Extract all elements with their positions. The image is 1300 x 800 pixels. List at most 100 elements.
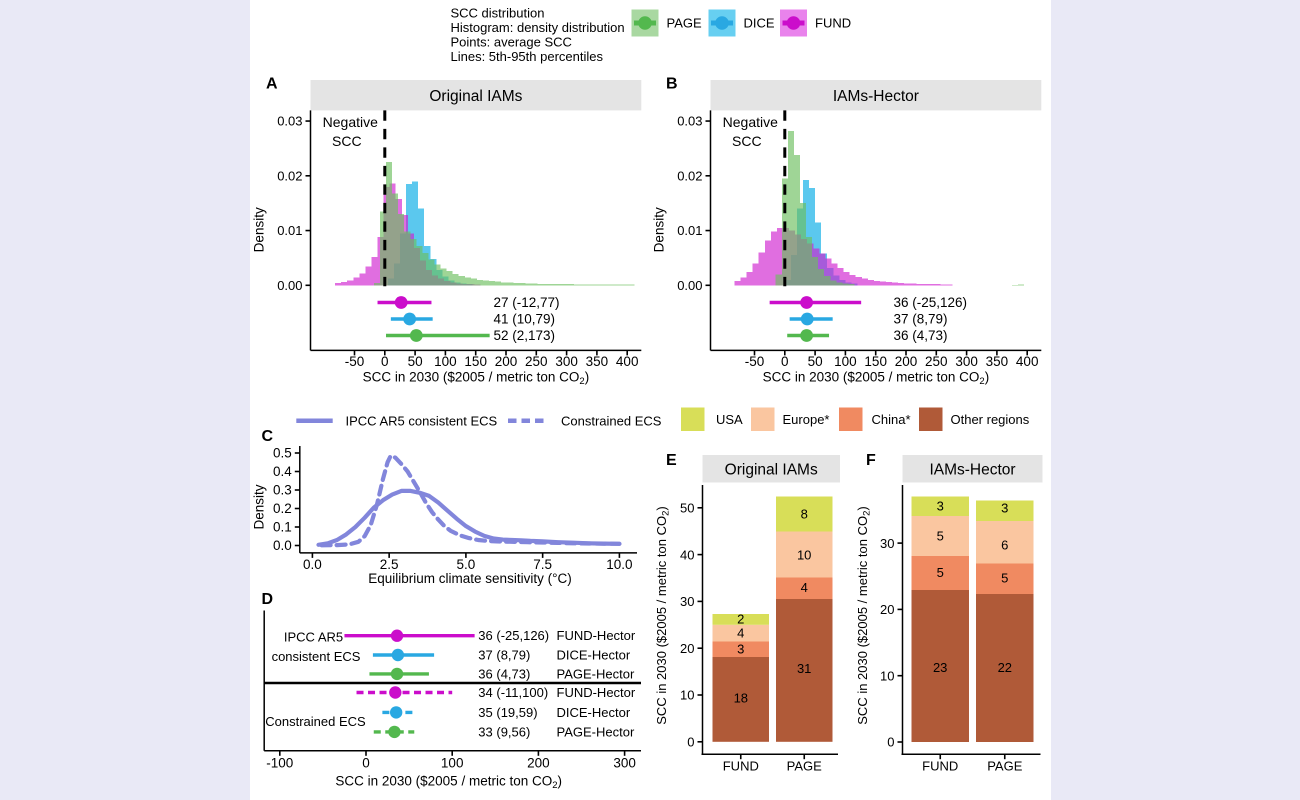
- svg-text:150: 150: [864, 354, 887, 369]
- svg-text:0.2: 0.2: [273, 501, 292, 516]
- svg-text:Original IAMs: Original IAMs: [429, 88, 522, 105]
- svg-text:50: 50: [408, 354, 423, 369]
- svg-text:20: 20: [880, 602, 894, 617]
- svg-text:0.5: 0.5: [273, 446, 292, 461]
- svg-text:FUND: FUND: [723, 759, 759, 774]
- svg-text:0.01: 0.01: [277, 223, 302, 238]
- svg-text:40: 40: [680, 547, 694, 562]
- svg-text:SCC in 2030 ($2005 / metric to: SCC in 2030 ($2005 / metric ton CO2): [855, 506, 873, 724]
- svg-text:250: 250: [925, 354, 948, 369]
- svg-text:100: 100: [834, 354, 857, 369]
- svg-text:31: 31: [797, 661, 811, 676]
- svg-text:300: 300: [613, 755, 636, 770]
- svg-text:18: 18: [734, 691, 748, 706]
- svg-text:5: 5: [1001, 571, 1008, 586]
- svg-text:PAGE: PAGE: [987, 759, 1022, 774]
- svg-text:4: 4: [801, 580, 808, 595]
- svg-text:Other regions: Other regions: [951, 412, 1030, 427]
- svg-text:34 (-11,100): 34 (-11,100): [478, 685, 548, 700]
- svg-text:Equilibrium climate sensitivit: Equilibrium climate sensitivity (°C): [368, 571, 571, 586]
- svg-text:0.3: 0.3: [273, 483, 292, 498]
- svg-text:10: 10: [680, 688, 694, 703]
- svg-text:7.5: 7.5: [533, 557, 552, 572]
- svg-text:China*: China*: [872, 412, 911, 427]
- svg-text:0.03: 0.03: [277, 114, 302, 129]
- svg-text:23: 23: [933, 660, 947, 675]
- svg-text:PAGE-Hector: PAGE-Hector: [557, 724, 635, 739]
- svg-text:5: 5: [937, 529, 944, 544]
- svg-text:200: 200: [895, 354, 918, 369]
- svg-text:-50: -50: [745, 354, 765, 369]
- svg-text:41 (10,79): 41 (10,79): [494, 312, 556, 327]
- svg-text:20: 20: [680, 641, 694, 656]
- svg-text:2: 2: [737, 612, 744, 627]
- svg-text:0.4: 0.4: [273, 464, 292, 479]
- svg-text:SCC in 2030 ($2005 / metric to: SCC in 2030 ($2005 / metric ton CO2): [654, 506, 672, 724]
- svg-text:350: 350: [586, 354, 609, 369]
- svg-text:Points: average SCC: Points: average SCC: [451, 35, 572, 50]
- svg-text:Density: Density: [252, 484, 267, 529]
- svg-text:400: 400: [616, 354, 639, 369]
- svg-text:PAGE: PAGE: [787, 759, 822, 774]
- svg-text:250: 250: [525, 354, 548, 369]
- svg-text:350: 350: [986, 354, 1009, 369]
- svg-text:0.01: 0.01: [677, 223, 702, 238]
- svg-text:30: 30: [880, 536, 894, 551]
- svg-text:FUND: FUND: [922, 759, 958, 774]
- svg-text:0: 0: [381, 354, 389, 369]
- svg-text:F: F: [866, 452, 876, 469]
- svg-text:Constrained ECS: Constrained ECS: [265, 714, 366, 729]
- svg-text:Negative: Negative: [723, 114, 778, 130]
- svg-text:200: 200: [527, 755, 550, 770]
- svg-text:0.0: 0.0: [273, 538, 292, 553]
- svg-text:A: A: [266, 76, 278, 93]
- svg-text:SCC: SCC: [732, 133, 762, 149]
- svg-text:5.0: 5.0: [457, 557, 476, 572]
- svg-text:10: 10: [880, 668, 894, 683]
- svg-text:Density: Density: [652, 207, 667, 252]
- svg-text:C: C: [262, 428, 274, 445]
- svg-text:PAGE: PAGE: [667, 16, 702, 31]
- svg-text:0.00: 0.00: [677, 278, 702, 293]
- svg-text:3: 3: [937, 499, 944, 514]
- svg-text:0.0: 0.0: [303, 557, 322, 572]
- svg-text:Original IAMs: Original IAMs: [725, 461, 818, 478]
- svg-text:10.0: 10.0: [606, 557, 632, 572]
- svg-text:0.03: 0.03: [677, 114, 702, 129]
- svg-text:SCC: SCC: [332, 133, 362, 149]
- svg-text:PAGE-Hector: PAGE-Hector: [557, 666, 635, 681]
- svg-text:3: 3: [1001, 501, 1008, 516]
- svg-text:-100: -100: [266, 755, 293, 770]
- svg-text:Histogram: density distributio: Histogram: density distribution: [451, 20, 625, 35]
- svg-text:E: E: [666, 452, 677, 469]
- svg-text:DICE-Hector: DICE-Hector: [557, 705, 631, 720]
- svg-text:IPCC AR5: IPCC AR5: [284, 630, 343, 645]
- svg-text:37 (8,79): 37 (8,79): [894, 312, 948, 327]
- svg-text:0.02: 0.02: [677, 168, 702, 183]
- svg-text:DICE-Hector: DICE-Hector: [557, 647, 631, 662]
- svg-text:4: 4: [737, 626, 744, 641]
- svg-text:8: 8: [801, 507, 808, 522]
- svg-text:B: B: [666, 76, 678, 93]
- svg-text:IPCC AR5 consistent ECS: IPCC AR5 consistent ECS: [346, 413, 498, 428]
- svg-text:Negative: Negative: [323, 114, 378, 130]
- svg-text:SCC in 2030 ($2005 / metric to: SCC in 2030 ($2005 / metric ton CO2): [335, 774, 562, 792]
- svg-text:6: 6: [1001, 538, 1008, 553]
- svg-text:2.5: 2.5: [380, 557, 399, 572]
- svg-text:150: 150: [464, 354, 487, 369]
- svg-text:FUND-Hector: FUND-Hector: [557, 628, 636, 643]
- svg-text:33 (9,56): 33 (9,56): [478, 724, 530, 739]
- svg-text:36 (-25,126): 36 (-25,126): [894, 295, 968, 310]
- svg-text:SCC in 2030 ($2005 / metric to: SCC in 2030 ($2005 / metric ton CO2): [363, 369, 590, 387]
- svg-text:37 (8,79): 37 (8,79): [478, 647, 530, 662]
- svg-text:50: 50: [808, 354, 823, 369]
- svg-text:400: 400: [1016, 354, 1039, 369]
- svg-text:35 (19,59): 35 (19,59): [478, 705, 537, 720]
- svg-text:0.00: 0.00: [277, 278, 302, 293]
- svg-text:36 (4,73): 36 (4,73): [894, 328, 948, 343]
- svg-text:27 (-12,77): 27 (-12,77): [494, 295, 560, 310]
- svg-text:200: 200: [495, 354, 518, 369]
- svg-text:0.1: 0.1: [273, 520, 292, 535]
- svg-text:SCC distribution: SCC distribution: [451, 6, 545, 21]
- svg-text:0: 0: [781, 354, 789, 369]
